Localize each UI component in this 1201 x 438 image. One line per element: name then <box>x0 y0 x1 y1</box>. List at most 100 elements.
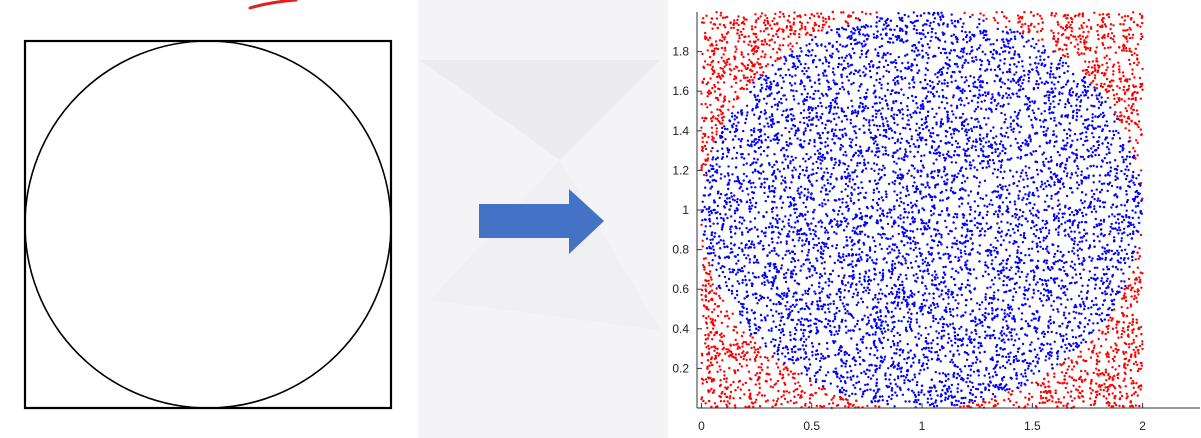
inside-point <box>889 92 892 96</box>
inside-point <box>857 192 860 196</box>
inside-point <box>916 276 919 280</box>
outside-point <box>1077 48 1080 51</box>
inside-point <box>893 81 897 85</box>
inside-point <box>723 127 727 131</box>
inside-point <box>1064 83 1068 86</box>
outside-point <box>1107 404 1111 407</box>
inside-point <box>1040 299 1043 303</box>
outside-point <box>1070 30 1074 33</box>
inside-point <box>812 116 815 120</box>
inside-point <box>1092 232 1095 236</box>
inside-point <box>1044 359 1047 362</box>
inside-point <box>731 284 734 288</box>
outside-point <box>996 21 999 25</box>
inside-point <box>899 27 902 30</box>
outside-point <box>732 397 735 400</box>
inside-point <box>1092 136 1095 139</box>
inside-point <box>1114 175 1117 178</box>
inside-point <box>920 222 923 225</box>
inside-point <box>788 205 791 208</box>
inside-point <box>840 120 844 123</box>
inside-point <box>884 295 888 298</box>
outside-point <box>738 36 741 40</box>
inside-point <box>914 279 917 282</box>
inside-point <box>750 186 753 189</box>
inside-point <box>1125 215 1128 219</box>
inside-point <box>968 380 972 383</box>
inside-point <box>854 29 857 32</box>
inside-point <box>817 104 820 108</box>
inside-point <box>932 162 935 165</box>
inside-point <box>751 204 754 207</box>
inside-point <box>787 313 790 316</box>
inside-point <box>844 393 847 396</box>
outside-point <box>1079 350 1082 353</box>
inside-point <box>1062 286 1066 289</box>
outside-point <box>836 403 840 407</box>
inside-point <box>841 302 844 305</box>
inside-point <box>996 213 1000 216</box>
inside-point <box>858 272 861 276</box>
outside-point <box>1072 365 1076 368</box>
inside-point <box>847 281 850 284</box>
inside-point <box>1055 331 1058 335</box>
inside-point <box>784 280 788 284</box>
inside-point <box>805 152 808 156</box>
inside-point <box>805 169 808 172</box>
outside-point <box>740 21 744 25</box>
outside-point <box>714 117 717 120</box>
inside-point <box>841 255 845 258</box>
outside-point <box>828 25 831 28</box>
inside-point <box>710 233 713 237</box>
inside-point <box>963 250 966 253</box>
inside-point <box>1026 273 1029 276</box>
inside-point <box>931 260 934 263</box>
inside-point <box>1091 257 1094 260</box>
inside-point <box>786 268 790 271</box>
inside-point <box>951 143 954 147</box>
inside-point <box>1043 182 1047 185</box>
inside-point <box>770 82 773 86</box>
inside-point <box>1030 247 1034 250</box>
inside-point <box>938 69 942 72</box>
inside-point <box>1043 95 1046 98</box>
inside-point <box>933 270 937 273</box>
outside-point <box>1100 384 1104 387</box>
inside-point <box>898 333 902 337</box>
inside-point <box>926 342 929 345</box>
inside-point <box>1030 341 1033 344</box>
outside-point <box>1116 376 1120 380</box>
outside-point <box>1127 97 1131 100</box>
inside-point <box>1117 222 1121 225</box>
inside-point <box>1065 337 1069 341</box>
inside-point <box>717 241 721 244</box>
outside-point <box>746 63 750 67</box>
outside-point <box>1108 377 1111 380</box>
inside-point <box>914 243 917 246</box>
inside-point <box>781 220 784 223</box>
outside-point <box>1060 371 1064 374</box>
inside-point <box>797 239 800 242</box>
inside-point <box>881 199 885 202</box>
outside-point <box>1140 84 1143 88</box>
inside-point <box>844 284 847 287</box>
inside-point <box>780 264 784 267</box>
inside-point <box>896 341 899 345</box>
inside-point <box>870 150 874 153</box>
inside-point <box>872 92 875 95</box>
inside-point <box>824 141 827 144</box>
inside-point <box>1058 208 1062 211</box>
inside-point <box>1087 278 1091 282</box>
inside-point <box>986 160 989 163</box>
inside-point <box>818 285 821 288</box>
inside-point <box>987 388 991 392</box>
inside-point <box>901 62 904 65</box>
inside-point <box>1066 288 1069 291</box>
inside-point <box>870 167 873 170</box>
inside-point <box>989 243 992 246</box>
inside-point <box>1074 273 1078 276</box>
inside-point <box>968 335 971 338</box>
inside-point <box>896 149 899 152</box>
inside-point <box>983 374 986 377</box>
inside-point <box>1096 322 1099 325</box>
